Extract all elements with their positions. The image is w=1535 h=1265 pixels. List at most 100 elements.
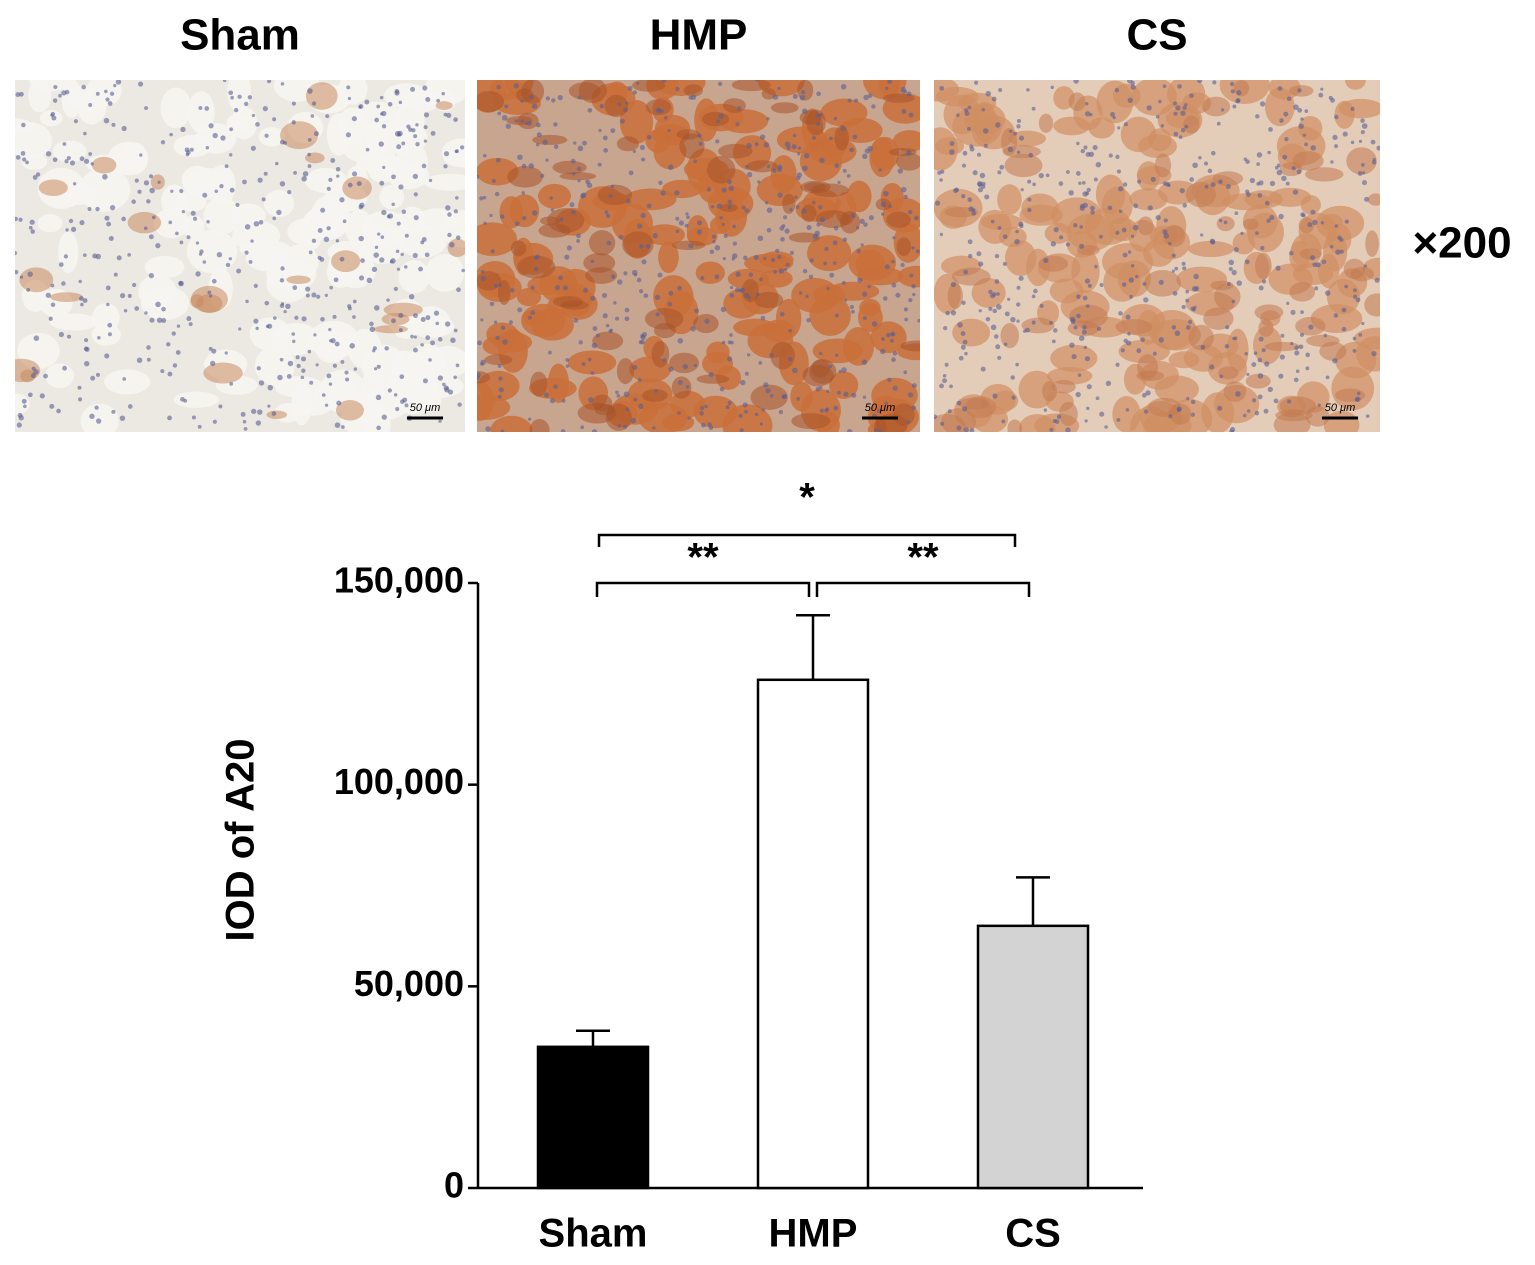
nucleus (782, 394, 788, 399)
tubule (1005, 240, 1037, 276)
stain (266, 410, 288, 420)
nucleus (907, 392, 914, 398)
nucleus (421, 163, 427, 169)
nucleus (493, 283, 498, 288)
magnification: ×200 (1412, 219, 1511, 268)
nucleus (402, 397, 408, 403)
nucleus (1212, 80, 1217, 85)
nucleus (1218, 218, 1223, 223)
nucleus (113, 272, 118, 277)
nucleus (386, 298, 390, 302)
nucleus (729, 285, 734, 290)
nucleus (1073, 223, 1078, 228)
nucleus (535, 142, 540, 147)
nucleus (625, 198, 631, 204)
stain (669, 352, 699, 374)
nucleus (1116, 169, 1121, 174)
nucleus (1130, 264, 1135, 268)
stain (477, 90, 505, 113)
nucleus (997, 225, 1002, 230)
nucleus (785, 262, 790, 267)
nucleus (802, 268, 808, 274)
nucleus (969, 144, 974, 149)
stain (761, 88, 776, 100)
nucleus (547, 350, 552, 355)
nucleus (766, 227, 772, 233)
micrograph-content (934, 80, 1380, 432)
nucleus (1085, 304, 1090, 308)
nucleus (798, 291, 803, 295)
nucleus (1181, 128, 1186, 133)
stain (560, 300, 589, 310)
stain (696, 374, 730, 384)
nucleus (422, 378, 428, 384)
stain (770, 102, 799, 114)
nucleus (123, 309, 128, 313)
nucleus (754, 142, 759, 147)
nucleus (455, 363, 460, 368)
y-tick-label: 0 (444, 1165, 464, 1206)
nucleus (155, 242, 161, 249)
nucleus (477, 372, 481, 378)
nucleus (757, 235, 764, 242)
nucleus (645, 244, 651, 249)
nucleus (529, 94, 534, 100)
nucleus (1099, 234, 1103, 239)
nucleus (770, 257, 776, 263)
tubule (104, 369, 151, 395)
nucleus (430, 130, 436, 136)
nucleus (1261, 279, 1267, 284)
tubule (1356, 336, 1380, 372)
nucleus (207, 290, 212, 295)
nucleus (422, 85, 428, 91)
y-tick-label: 150,000 (334, 560, 464, 601)
nucleus (605, 213, 611, 219)
nucleus (423, 112, 430, 118)
stain (1051, 379, 1076, 394)
stain (1245, 373, 1271, 389)
nucleus (535, 254, 540, 260)
nucleus (880, 348, 886, 355)
nucleus (280, 82, 285, 86)
nucleus (96, 418, 102, 424)
nucleus (979, 172, 986, 179)
micrograph-content (15, 80, 465, 432)
tubule (1264, 87, 1295, 127)
nucleus (300, 375, 305, 380)
nucleus (198, 106, 203, 110)
nucleus (1276, 163, 1281, 168)
nucleus (1070, 318, 1076, 324)
nucleus (1172, 291, 1178, 296)
nucleus (1266, 218, 1271, 223)
nucleus (908, 112, 914, 118)
nucleus (1193, 273, 1199, 280)
nucleus (220, 135, 226, 141)
nucleus (311, 238, 317, 244)
nucleus (788, 356, 793, 362)
nucleus (553, 144, 559, 150)
nucleus (170, 189, 174, 193)
nucleus (1185, 289, 1190, 294)
nucleus (867, 285, 871, 289)
nucleus (1293, 377, 1299, 383)
nucleus (364, 99, 370, 105)
nucleus (168, 220, 173, 225)
nucleus (758, 277, 763, 282)
nucleus (740, 379, 746, 386)
stain (718, 143, 753, 159)
nucleus (633, 273, 638, 277)
nucleus (88, 152, 93, 156)
nucleus (410, 334, 414, 339)
nucleus (603, 148, 609, 153)
stain (305, 82, 338, 110)
nucleus (1228, 259, 1235, 266)
nucleus (1292, 189, 1299, 195)
nucleus (30, 373, 36, 379)
nucleus (797, 146, 802, 150)
nucleus (542, 139, 548, 145)
nucleus (627, 85, 633, 91)
nucleus (819, 351, 823, 356)
stain (1059, 401, 1078, 427)
nucleus (1277, 86, 1283, 91)
nucleus (437, 337, 443, 342)
